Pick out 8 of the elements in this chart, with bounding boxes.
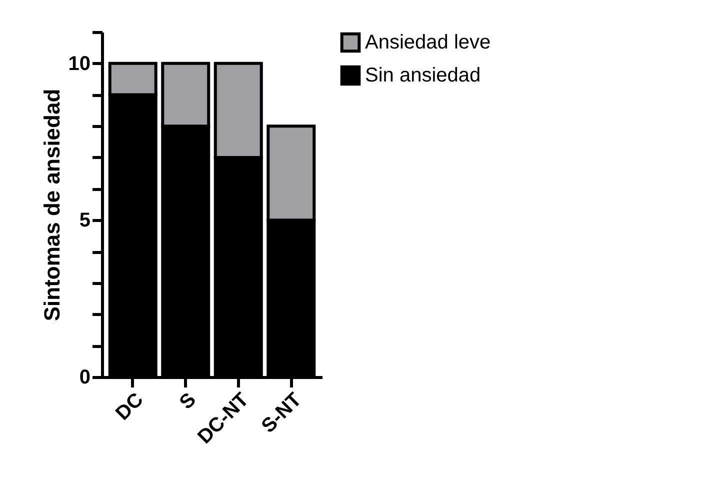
x-tick-label: DC (112, 388, 148, 425)
y-axis-title: Sintomas de ansiedad (39, 88, 64, 322)
y-tick-label: 5 (79, 210, 90, 232)
x-tick-label: S (175, 388, 200, 414)
legend-label: Sin ansiedad (365, 64, 481, 86)
y-tick-label: 10 (68, 52, 90, 75)
y-tick-label: 0 (79, 366, 90, 388)
legend-label: Ansiedad leve (365, 32, 491, 54)
